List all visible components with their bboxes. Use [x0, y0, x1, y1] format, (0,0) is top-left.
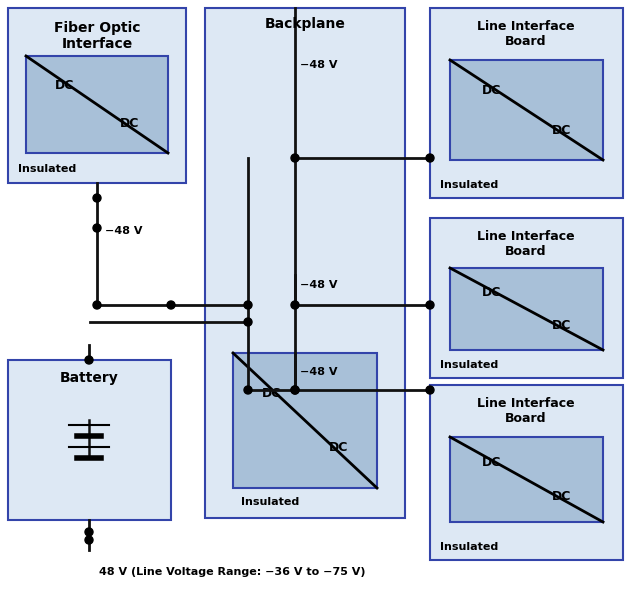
Circle shape: [244, 386, 252, 394]
Text: −48 V: −48 V: [300, 60, 338, 70]
Bar: [8, 8, 186, 183]
Bar: [450, 437, 603, 522]
Circle shape: [93, 301, 101, 309]
Bar: [8, 360, 171, 520]
Circle shape: [426, 154, 434, 162]
Text: 48 V (Line Voltage Range: −36 V to −75 V): 48 V (Line Voltage Range: −36 V to −75 V…: [99, 567, 365, 577]
Text: Fiber Optic
Interface: Fiber Optic Interface: [53, 21, 140, 51]
Circle shape: [85, 536, 93, 544]
Text: DC: DC: [120, 118, 140, 130]
Text: DC: DC: [262, 387, 282, 400]
Text: Insulated: Insulated: [241, 497, 299, 507]
Circle shape: [244, 301, 252, 309]
Circle shape: [291, 386, 299, 394]
Circle shape: [244, 318, 252, 326]
Text: DC: DC: [482, 83, 501, 97]
Text: DC: DC: [552, 124, 571, 136]
Circle shape: [426, 301, 434, 309]
Circle shape: [93, 194, 101, 202]
Bar: [450, 268, 603, 350]
Text: Insulated: Insulated: [18, 164, 76, 174]
Text: DC: DC: [482, 286, 501, 299]
Text: −48 V: −48 V: [105, 226, 143, 236]
Text: Backplane: Backplane: [265, 17, 345, 31]
Bar: [233, 353, 377, 488]
Text: DC: DC: [482, 456, 501, 469]
Text: Line Interface
Board: Line Interface Board: [477, 397, 575, 425]
Circle shape: [93, 224, 101, 232]
Text: −48 V: −48 V: [300, 367, 338, 377]
Text: Line Interface
Board: Line Interface Board: [477, 20, 575, 48]
Bar: [430, 218, 623, 378]
Text: Line Interface
Board: Line Interface Board: [477, 230, 575, 258]
Circle shape: [85, 528, 93, 536]
Text: DC: DC: [552, 490, 571, 503]
Bar: [430, 385, 623, 560]
Circle shape: [167, 301, 175, 309]
Text: DC: DC: [55, 79, 74, 92]
Text: Insulated: Insulated: [440, 542, 498, 552]
Text: Insulated: Insulated: [440, 180, 498, 190]
Bar: [430, 8, 623, 198]
Circle shape: [291, 154, 299, 162]
Bar: [205, 8, 405, 518]
Text: DC: DC: [552, 319, 571, 332]
Text: Insulated: Insulated: [440, 360, 498, 370]
Circle shape: [426, 386, 434, 394]
Bar: [26, 56, 168, 153]
Text: DC: DC: [328, 441, 348, 454]
Bar: [450, 60, 603, 160]
Circle shape: [291, 386, 299, 394]
Circle shape: [291, 301, 299, 309]
Circle shape: [85, 356, 93, 364]
Text: Battery: Battery: [60, 371, 118, 385]
Text: −48 V: −48 V: [300, 280, 338, 290]
